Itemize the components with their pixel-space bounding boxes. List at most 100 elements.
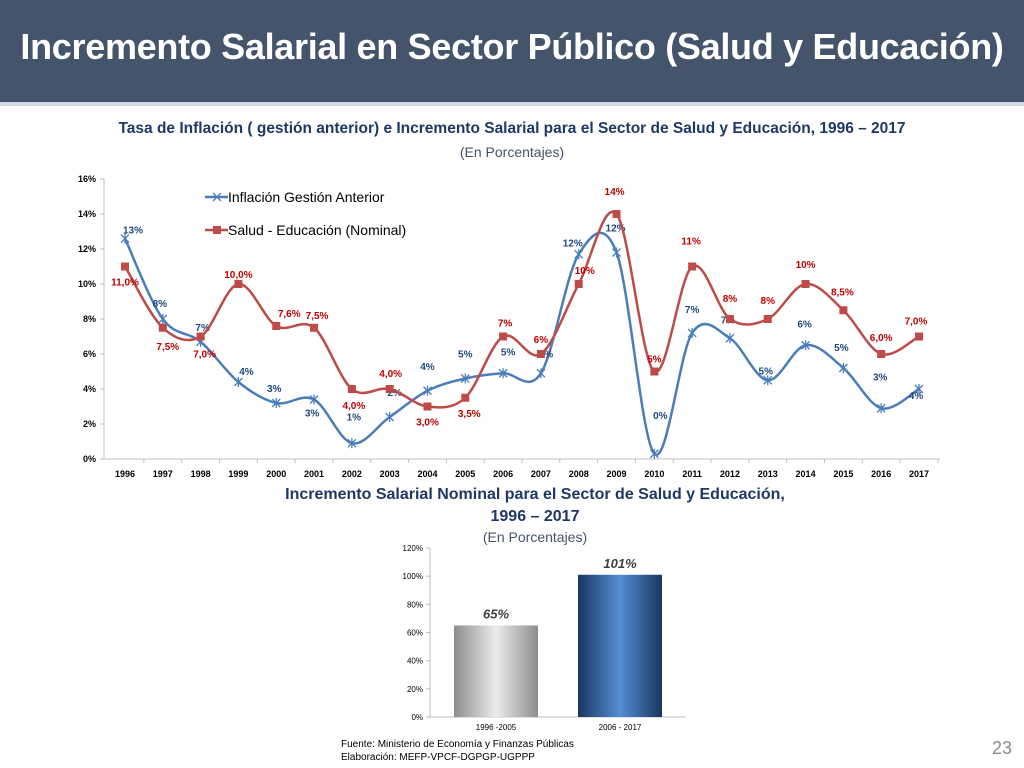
- salary-series-line: [123, 210, 920, 409]
- inflation-data-point: [838, 363, 848, 373]
- line-chart-x-tick-label: 2004: [417, 469, 437, 479]
- line-chart-x-tick-label: 2008: [569, 469, 589, 479]
- line-chart-x-tick-label: 2005: [455, 469, 475, 479]
- line-chart-x-tick-label: 2017: [909, 469, 929, 479]
- salary-data-label: 7%: [498, 319, 513, 330]
- inflation-data-label: 5%: [458, 350, 473, 361]
- bar-2: [578, 574, 662, 717]
- line-chart-y-tick-label: 4%: [83, 384, 96, 394]
- legend-inflation-label: Inflación Gestión Anterior: [228, 189, 385, 205]
- inflation-data-label: 6%: [797, 319, 812, 330]
- inflation-data-point: [385, 412, 395, 422]
- inflation-data-point: [574, 249, 584, 260]
- inflation-data-label: 2%: [387, 388, 402, 399]
- inflation-data-label: 4%: [909, 391, 924, 402]
- salary-data-point: [839, 306, 848, 315]
- line-chart-x-tick-label: 2016: [871, 469, 891, 479]
- line-chart-y-tick-label: 16%: [78, 174, 96, 184]
- bar-chart-y-tick-label: 20%: [407, 685, 423, 694]
- line-chart-y-tick-label: 14%: [78, 209, 96, 219]
- salary-data-label: 8%: [723, 294, 738, 305]
- inflation-data-label: 5%: [759, 366, 774, 377]
- inflation-data-point: [423, 385, 432, 396]
- inflation-data-point: [347, 438, 357, 449]
- salary-data-point: [877, 350, 886, 358]
- salary-data-label: 5%: [647, 355, 662, 366]
- source-note: Fuente: Ministerio de Economía y Finanza…: [341, 738, 574, 764]
- inflation-data-label: 7%: [685, 305, 700, 316]
- line-chart-subtitle: (En Porcentajes): [459, 144, 565, 160]
- salary-data-point: [158, 323, 167, 332]
- legend-inflation-marker: [212, 192, 222, 202]
- inflation-series-line: [123, 231, 920, 456]
- salary-data-label: 10,0%: [224, 270, 252, 281]
- line-chart-title: Tasa de Inflación ( gestión anterior) e …: [118, 120, 906, 137]
- line-chart-x-tick-label: 2011: [682, 469, 702, 479]
- inflation-data-point: [271, 398, 281, 408]
- inflation-data-label: 3%: [873, 372, 888, 383]
- page-title: Incremento Salarial en Sector Público (S…: [20, 26, 1004, 67]
- salary-data-point: [234, 280, 243, 288]
- salary-data-label: 4,0%: [342, 401, 365, 412]
- bar-value-label: 101%: [603, 556, 637, 571]
- salary-data-point: [612, 210, 621, 218]
- salary-data-point: [725, 315, 734, 323]
- inflation-data-label: 8%: [153, 299, 168, 310]
- line-chart-legend: Inflación Gestión Anterior Salud - Educac…: [205, 189, 406, 238]
- salary-data-label: 10%: [575, 266, 595, 277]
- inflation-data-point: [612, 247, 621, 258]
- line-chart-y-tick-label: 8%: [83, 314, 96, 324]
- salary-data-label: 10%: [796, 260, 816, 271]
- salary-data-label: 7,0%: [193, 350, 216, 361]
- inflation-data-label: 12%: [563, 238, 583, 249]
- salary-data-label: 7,5%: [306, 311, 329, 322]
- line-chart-x-tick-label: 2012: [720, 469, 740, 479]
- bar-chart-title: Incremento Salarial Nominal para el Sect…: [285, 486, 785, 525]
- line-chart-x-tick-label: 2009: [607, 469, 627, 479]
- inflation-data-label: 3%: [305, 409, 320, 420]
- line-chart-x-tick-label: 1997: [153, 469, 173, 479]
- salary-data-point: [121, 262, 129, 271]
- line-chart-x-tick-label: 2010: [644, 469, 664, 479]
- line-chart-x-tick-label: 2013: [758, 469, 778, 479]
- line-chart-y-tick-label: 12%: [78, 244, 96, 254]
- salary-data-point: [196, 332, 205, 341]
- salary-data-point: [461, 393, 470, 402]
- bar-1: [454, 625, 538, 717]
- salary-data-label: 3,0%: [416, 418, 439, 429]
- inflation-data-point: [801, 340, 811, 351]
- inflation-data-point: [120, 233, 130, 244]
- bar-category-label: 2006 - 2017: [599, 723, 642, 732]
- salary-data-point: [536, 350, 545, 358]
- line-chart-x-tick-label: 2002: [342, 469, 362, 479]
- inflation-data-label: 4%: [239, 367, 254, 378]
- inflation-data-label: 5%: [501, 347, 516, 358]
- inflation-data-label: 0%: [653, 411, 668, 422]
- salary-data-label: 11%: [681, 237, 701, 248]
- inflation-data-label: 7%: [195, 323, 210, 334]
- inflation-data-point: [309, 394, 319, 405]
- line-chart-x-tick-label: 2014: [796, 469, 816, 479]
- header-bar: Incremento Salarial en Sector Público (S…: [0, 0, 1024, 106]
- inflation-data-point: [498, 368, 508, 379]
- legend-salary-marker: [213, 226, 221, 234]
- salary-data-label: 8%: [761, 296, 776, 307]
- inflation-data-point: [687, 328, 697, 338]
- inflation-data-point: [158, 314, 168, 324]
- line-chart-y-tick-label: 0%: [83, 454, 96, 464]
- salary-data-point: [385, 385, 394, 393]
- salary-data-label: 6%: [534, 335, 549, 346]
- line-chart-x-tick-label: 1996: [115, 469, 135, 479]
- salary-data-point: [915, 332, 923, 341]
- line-chart-x-tick-label: 1998: [191, 469, 211, 479]
- inflation-data-label: 4%: [420, 362, 435, 373]
- inflation-data-label: 3%: [267, 384, 282, 395]
- salary-data-point: [499, 332, 508, 341]
- line-chart-y-tick-label: 2%: [83, 419, 96, 429]
- bar-chart-y-tick-label: 80%: [407, 600, 423, 609]
- inflation-data-point: [536, 368, 546, 379]
- line-chart-y-tick-label: 6%: [83, 349, 96, 359]
- bar-value-label: 65%: [483, 606, 509, 621]
- salary-data-point: [423, 402, 432, 411]
